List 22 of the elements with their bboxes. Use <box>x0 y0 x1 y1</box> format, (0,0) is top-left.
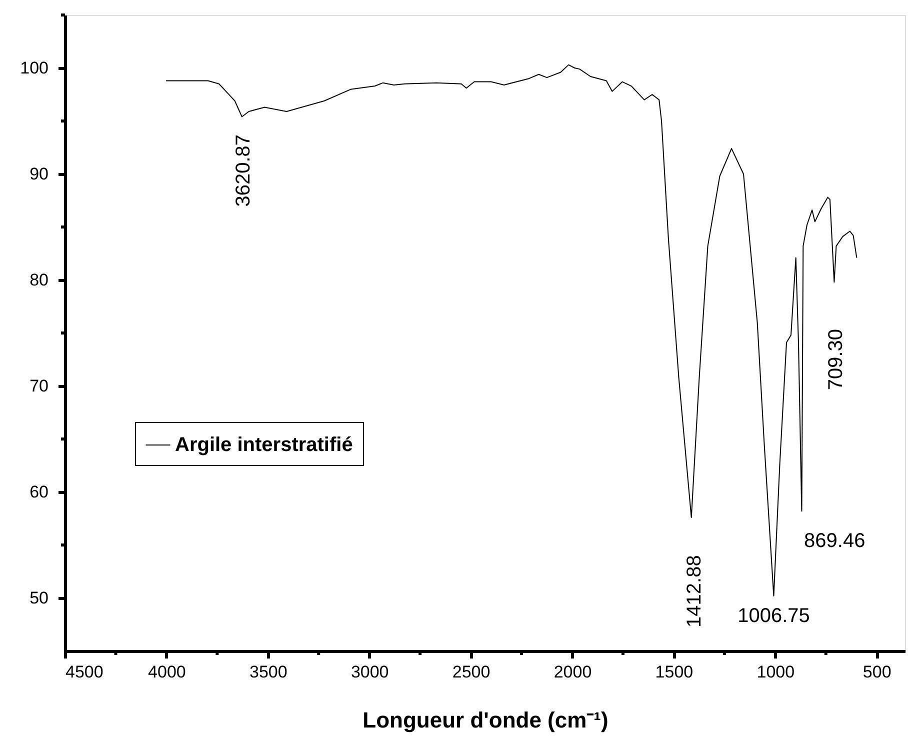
x-axis-title: Longueur d'onde (cm⁻¹) <box>362 708 608 732</box>
x-tick-label: 1500 <box>655 662 694 682</box>
x-tick-label: 4000 <box>148 662 186 682</box>
x-tick-label: 3500 <box>249 662 288 682</box>
annotation: 3620.87 <box>232 134 254 207</box>
x-tick-label: 2500 <box>452 662 490 682</box>
legend-label: Argile interstratifié <box>175 434 353 456</box>
x-tick-label: 2000 <box>554 662 592 682</box>
y-tick-label: 90 <box>30 164 48 184</box>
x-tick-label: 4500 <box>66 662 104 682</box>
annotation: 1006.75 <box>738 604 810 627</box>
x-tick-label: 1000 <box>756 662 795 682</box>
y-tick-label: 50 <box>30 588 48 608</box>
y-tick-label: 60 <box>30 482 48 502</box>
x-tick-label: 500 <box>862 662 892 682</box>
y-tick-label: 80 <box>30 270 48 290</box>
y-tick-label: 70 <box>30 376 48 396</box>
y-tick-label: 100 <box>20 58 48 78</box>
annotation: 1412.88 <box>683 555 706 628</box>
annotation: 869.46 <box>804 530 866 552</box>
x-tick-label: 3000 <box>350 662 389 682</box>
annotation: 709.30 <box>825 328 848 390</box>
